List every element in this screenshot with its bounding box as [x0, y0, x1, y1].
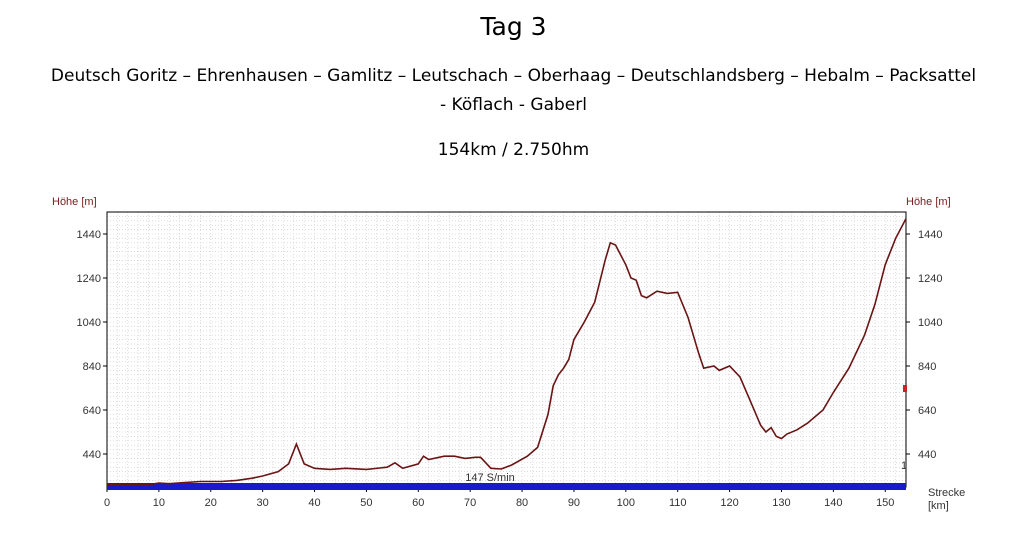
y-tick-label-right: 640 — [918, 405, 936, 417]
y-tick-label-left: 640 — [83, 405, 101, 417]
y-tick-label-right: 840 — [918, 361, 936, 373]
y-tick-label-left: 440 — [83, 449, 101, 461]
x-tick-label: 140 — [824, 497, 842, 509]
x-tick-label: 100 — [617, 497, 635, 509]
grid — [107, 212, 906, 487]
y-tick-label-right: 1040 — [918, 317, 942, 329]
x-tick-label: 60 — [412, 497, 424, 509]
y-tick-label-right: 1440 — [918, 229, 942, 241]
x-tick-label: 150 — [876, 497, 894, 509]
y-tick-label-left: 1040 — [77, 317, 101, 329]
x-tick-label: 80 — [516, 497, 528, 509]
x-tick-label: 110 — [669, 497, 687, 509]
y-tick-label-right: 1240 — [918, 273, 942, 285]
x-tick-label: 20 — [205, 497, 217, 509]
y-tick-label-left: 840 — [83, 361, 101, 373]
x-axis-label: Strecke — [928, 487, 965, 499]
x-tick-label: 90 — [568, 497, 580, 509]
elevation-profile-line — [107, 218, 907, 486]
distance-elevation-stats: 154km / 2.750hm — [437, 140, 590, 160]
position-marker-label: 1 — [901, 460, 907, 472]
plot-frame — [106, 211, 907, 488]
x-tick-label: 130 — [772, 497, 790, 509]
x-tick-label: 40 — [308, 497, 320, 509]
x-tick-label: 70 — [464, 497, 476, 509]
y-tick-label-right: 440 — [918, 449, 936, 461]
cadence-band — [107, 483, 906, 490]
x-axis-unit: [km] — [928, 500, 949, 512]
x-tick-label: 30 — [257, 497, 269, 509]
x-tick-label: 0 — [104, 497, 110, 509]
y-tick-label-left: 1240 — [77, 273, 101, 285]
route-description-line-2: - Köflach - Gaberl — [440, 95, 587, 115]
y-axis-label-left: Höhe [m] — [52, 196, 97, 208]
y-tick-label-left: 1440 — [77, 229, 101, 241]
x-tick-label: 120 — [720, 497, 738, 509]
page-title: Tag 3 — [480, 12, 547, 41]
cadence-band-label: 147 S/min — [465, 472, 515, 484]
x-tick-label: 50 — [360, 497, 372, 509]
x-tick-label: 10 — [153, 497, 165, 509]
y-axis-label-right: Höhe [m] — [906, 196, 951, 208]
route-description-line-1: Deutsch Goritz – Ehrenhausen – Gamlitz –… — [50, 66, 977, 86]
position-marker — [903, 385, 907, 392]
